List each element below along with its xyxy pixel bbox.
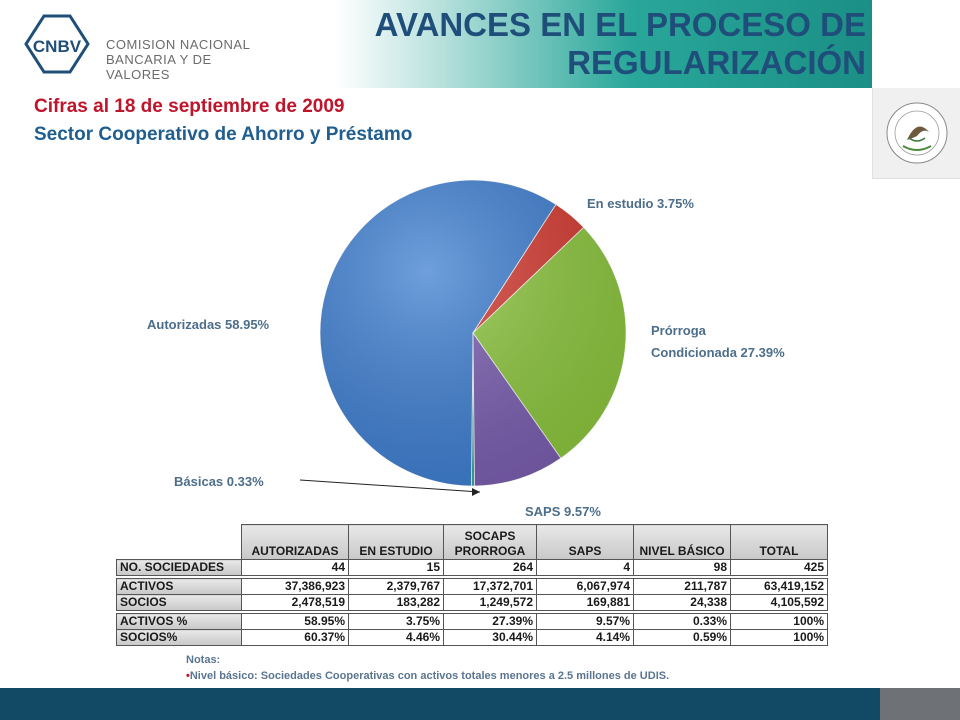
label-prorroga-line1: Prórroga: [651, 323, 707, 338]
date-subtitle: Cifras al 18 de septiembre de 2009: [34, 96, 345, 117]
header-autorizadas: AUTORIZADAS: [241, 524, 349, 560]
logo-line1: COMISION NACIONAL: [106, 37, 251, 52]
table-cell: 24,338: [633, 594, 731, 611]
table-cell: 17,372,701: [443, 578, 537, 595]
cnbv-logo: CNBV COMISION NACIONAL BANCARIA Y DE VAL…: [14, 14, 264, 82]
basicas-arrowhead: [472, 488, 480, 496]
cnbv-emblem-icon: CNBV: [24, 14, 90, 74]
row-label: ACTIVOS %: [116, 613, 242, 630]
table-cell: 2,478,519: [241, 594, 349, 611]
table-header-row: AUTORIZADAS EN ESTUDIO SOCAPS PRORROGA SA…: [117, 524, 828, 560]
header-right-strip: [872, 0, 960, 88]
table-cell: 98: [633, 559, 731, 576]
basicas-leader-line: [299, 479, 481, 493]
table-cell: 9.57%: [536, 613, 634, 630]
notes-text: Nivel básico: Sociedades Cooperativas co…: [189, 670, 670, 682]
table-cell: 27.39%: [443, 613, 537, 630]
table-cell: 30.44%: [443, 629, 537, 646]
table-cell: 4.46%: [348, 629, 444, 646]
table-cell: 15: [348, 559, 444, 576]
label-prorroga-line2: Condicionada 27.39%: [651, 345, 785, 360]
footer-bar: [0, 688, 960, 720]
table-cell: 63,419,152: [730, 578, 828, 595]
label-autorizadas: Autorizadas 58.95%: [147, 317, 270, 332]
title-line2: REGULARIZACIÓN: [567, 44, 866, 81]
table-cell: 1,249,572: [443, 594, 537, 611]
label-en-estudio: En estudio 3.75%: [587, 196, 694, 211]
label-saps: SAPS 9.57%: [525, 504, 601, 519]
mexico-seal-icon: [886, 102, 948, 164]
row-label: SOCIOS: [116, 594, 242, 611]
header-total: TOTAL: [730, 524, 828, 560]
header-socaps-line1: SOCAPS: [464, 529, 516, 543]
header-socaps-prorroga: SOCAPS PRORROGA: [443, 524, 537, 560]
row-label: NO. SOCIEDADES: [116, 559, 242, 576]
table-cell: 0.33%: [633, 613, 731, 630]
table-cell: 100%: [730, 629, 828, 646]
table-cell: 37,386,923: [241, 578, 349, 595]
title-line1: AVANCES EN EL PROCESO DE: [374, 6, 866, 43]
table-cell: 6,067,974: [536, 578, 634, 595]
notes-heading: Notas:: [186, 654, 221, 666]
table-cell: 425: [730, 559, 828, 576]
header-saps: SAPS: [536, 524, 634, 560]
row-label: SOCIOS%: [116, 629, 242, 646]
table-row: NO. SOCIEDADES 44 15 264 4 98 425: [116, 559, 828, 576]
table-cell: 2,379,767: [348, 578, 444, 595]
table-row: ACTIVOS % 58.95% 3.75% 27.39% 9.57% 0.33…: [116, 613, 828, 630]
logo-abbr: CNBV: [33, 37, 82, 56]
notes: Notas: •Nivel básico: Sociedades Coopera…: [186, 652, 669, 684]
table-cell: 100%: [730, 613, 828, 630]
header-nivel-basico: NIVEL BÁSICO: [633, 524, 731, 560]
page-title: AVANCES EN EL PROCESO DE REGULARIZACIÓN: [375, 6, 866, 82]
national-seal: [872, 88, 960, 179]
table-cell: 211,787: [633, 578, 731, 595]
row-label: ACTIVOS: [116, 578, 242, 595]
table-row: SOCIOS 2,478,519 183,282 1,249,572 169,8…: [116, 594, 828, 611]
table-cell: 264: [443, 559, 537, 576]
table-row: SOCIOS% 60.37% 4.46% 30.44% 4.14% 0.59% …: [116, 629, 828, 646]
table-cell: 183,282: [348, 594, 444, 611]
pie-chart: En estudio 3.75% Autorizadas 58.95% Prór…: [147, 179, 785, 519]
table-cell: 60.37%: [241, 629, 349, 646]
summary-table: AUTORIZADAS EN ESTUDIO SOCAPS PRORROGA SA…: [116, 524, 828, 646]
table-row: ACTIVOS 37,386,923 2,379,767 17,372,701 …: [116, 578, 828, 595]
bullet-icon: •: [186, 670, 190, 682]
table-cell: 3.75%: [348, 613, 444, 630]
header-blank: [117, 525, 242, 560]
sector-subtitle: Sector Cooperativo de Ahorro y Préstamo: [34, 124, 413, 145]
table-cell: 58.95%: [241, 613, 349, 630]
table-cell: 4.14%: [536, 629, 634, 646]
table-cell: 4,105,592: [730, 594, 828, 611]
notes-item: •Nivel básico: Sociedades Cooperativas c…: [186, 668, 669, 684]
logo-line2: BANCARIA Y DE VALORES: [106, 52, 212, 82]
table-cell: 4: [536, 559, 634, 576]
label-basicas: Básicas 0.33%: [174, 474, 264, 489]
footer-right-block: [880, 688, 960, 720]
table-cell: 169,881: [536, 594, 634, 611]
header-en-estudio: EN ESTUDIO: [348, 524, 444, 560]
title-banner: AVANCES EN EL PROCESO DE REGULARIZACIÓN: [336, 0, 872, 88]
header-socaps-line2: PRORROGA: [454, 544, 526, 558]
table-cell: 0.59%: [633, 629, 731, 646]
table-cell: 44: [241, 559, 349, 576]
logo-name: COMISION NACIONAL BANCARIA Y DE VALORES: [106, 37, 264, 82]
